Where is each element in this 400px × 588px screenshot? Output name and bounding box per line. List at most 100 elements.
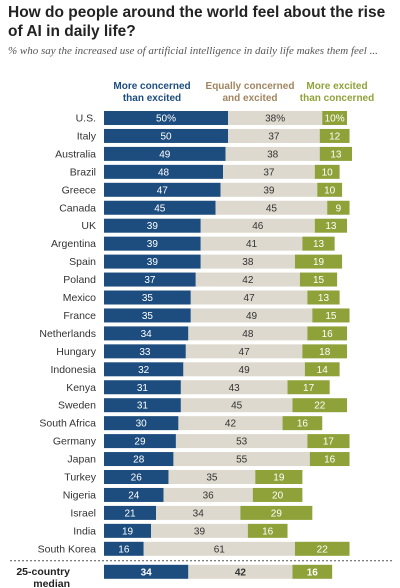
bar-segment-series-1: [104, 182, 221, 197]
data-label: 31: [137, 401, 149, 412]
bar-segment-series-1: [104, 452, 174, 467]
legend-label-1-line-2: than excited: [123, 93, 181, 104]
category-label: Spain: [69, 256, 96, 268]
legend-label-3-line-2: than concerned: [300, 93, 374, 104]
data-label: 21: [124, 508, 136, 519]
data-label: 50: [160, 131, 172, 142]
bar-segment-series-3: [294, 254, 343, 269]
data-label: 39: [147, 239, 159, 250]
data-label: 13: [318, 293, 330, 304]
bar-segment-series-2: [163, 487, 253, 502]
data-label: 55: [236, 455, 248, 466]
category-label: Italy: [77, 130, 97, 142]
bar-segment-series-2: [156, 505, 241, 520]
data-label: 45: [266, 203, 278, 214]
data-label: 42: [225, 419, 237, 430]
bar-segment-series-1: [104, 416, 179, 431]
bar-segment-series-3: [314, 218, 348, 233]
bar-segment-series-3: [314, 164, 340, 179]
data-label: 15: [313, 275, 325, 286]
data-label: 37: [268, 131, 280, 142]
data-label: 19: [273, 473, 285, 484]
data-label: 17: [303, 383, 315, 394]
data-label: 16: [324, 455, 336, 466]
bar-segment-series-2: [151, 523, 248, 538]
data-label: 29: [271, 508, 283, 519]
data-label: 61: [214, 544, 226, 555]
bar-segment-series-1: [104, 344, 186, 359]
data-label: 47: [239, 347, 251, 358]
bar-segment-series-2: [225, 146, 320, 161]
median-label-line-1: 25-country: [16, 566, 70, 578]
data-label: 13: [313, 239, 325, 250]
bar-segment-series-3: [302, 344, 348, 359]
bar-segment-series-2: [228, 128, 320, 143]
data-label: 16: [118, 544, 130, 555]
data-label: 10: [324, 185, 336, 196]
bar-segment-series-1: [104, 523, 152, 538]
category-label: Brazil: [70, 166, 96, 178]
data-label: 33: [139, 347, 151, 358]
bar-segment-series-3: [307, 290, 340, 305]
data-label: 15: [325, 311, 337, 322]
data-label: 20: [272, 490, 284, 501]
data-label: 49: [246, 311, 258, 322]
category-label: Israel: [70, 507, 96, 519]
data-label: 34: [193, 508, 205, 519]
bar-segment-series-1: [104, 146, 226, 161]
data-label: 38: [267, 149, 279, 160]
data-label: 12: [329, 131, 341, 142]
category-label: Greece: [62, 184, 97, 196]
bar-segment-series-3: [302, 236, 335, 251]
data-label: 48: [158, 167, 170, 178]
bar-segment-series-2: [190, 290, 308, 305]
bar-segment-series-2: [195, 272, 300, 287]
category-label: Turkey: [64, 472, 96, 484]
data-label: 35: [142, 311, 154, 322]
median-bar-segment-series-3: [292, 564, 333, 579]
bar-segment-series-3: [317, 182, 343, 197]
data-label: 37: [144, 275, 156, 286]
bar-segment-series-2: [215, 200, 328, 215]
category-label: Mexico: [63, 292, 96, 304]
data-label: 34: [141, 329, 153, 340]
bar-segment-series-1: [104, 487, 164, 502]
category-label: Germany: [53, 436, 97, 448]
bar-segment-series-3: [322, 111, 348, 125]
data-label: 10%: [325, 114, 345, 125]
bar-segment-series-3: [309, 452, 350, 467]
bar-segment-series-3: [252, 487, 303, 502]
data-label: 43: [229, 383, 241, 394]
category-label: U.S.: [76, 113, 96, 125]
bar-segment-series-2: [143, 541, 295, 556]
data-label: 39: [263, 185, 275, 196]
data-label: 10: [322, 167, 334, 178]
category-label: Hungary: [56, 346, 96, 358]
bar-segment-series-1: [104, 398, 181, 413]
bar-segment-series-1: [104, 254, 201, 269]
data-label: 38: [242, 257, 254, 268]
bar-segment-series-3: [319, 146, 352, 161]
data-label: 50%: [156, 114, 176, 125]
bar-segment-series-3: [327, 200, 350, 215]
bar-segment-series-3: [312, 308, 350, 323]
category-label: Kenya: [66, 382, 96, 394]
data-label: 17: [323, 437, 335, 448]
data-label: 39: [147, 257, 159, 268]
legend-label-3-line-1: More excited: [306, 81, 367, 92]
bar-segment-series-2: [200, 236, 303, 251]
bar-segment-series-1: [104, 362, 184, 377]
category-label: Indonesia: [50, 364, 96, 376]
data-label: 48: [242, 329, 254, 340]
data-label: 46: [252, 221, 264, 232]
data-label: 45: [154, 203, 166, 214]
median-data-label: 34: [141, 567, 153, 578]
bar-segment-series-3: [319, 128, 350, 143]
data-label: 37: [263, 167, 275, 178]
data-label: 9: [336, 203, 342, 214]
bar-segment-series-3: [294, 541, 350, 556]
bar-segment-series-1: [104, 470, 169, 484]
category-label: Japan: [67, 454, 96, 466]
bar-segment-series-3: [304, 362, 340, 377]
bar-segment-series-2: [180, 380, 288, 395]
